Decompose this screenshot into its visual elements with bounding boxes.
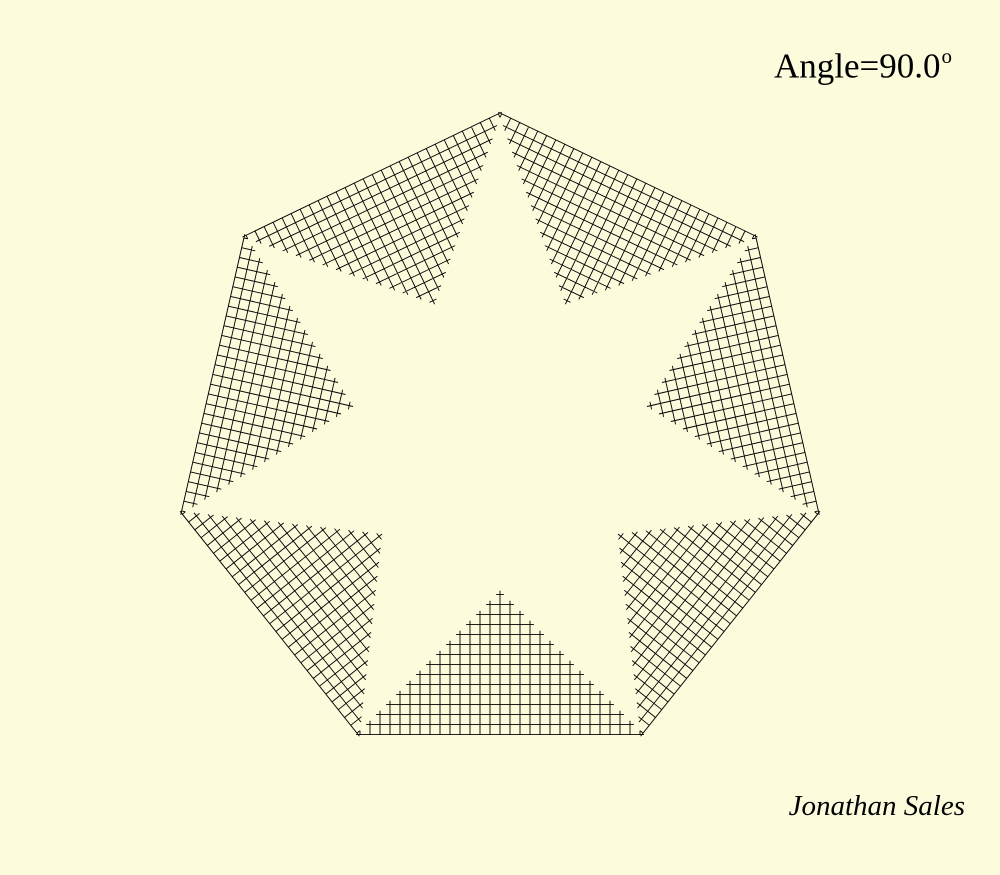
lattice-lines bbox=[646, 234, 820, 515]
lattice-triangle bbox=[242, 111, 502, 305]
angle-label: Angle=90.0o bbox=[774, 44, 952, 87]
author-signature: Jonathan Sales bbox=[788, 790, 965, 822]
lattice-lines bbox=[617, 510, 821, 737]
lattice-triangle bbox=[498, 111, 758, 305]
lattice-lines bbox=[498, 111, 758, 305]
angle-value: 90.0 bbox=[879, 46, 941, 86]
lattice-lines bbox=[242, 111, 502, 305]
lattice-lines bbox=[356, 590, 644, 736]
lattice-triangle bbox=[617, 510, 821, 737]
lattice-lines bbox=[180, 234, 354, 515]
lattice-triangle bbox=[646, 234, 820, 515]
angle-prefix: Angle= bbox=[773, 46, 880, 86]
lattice-triangle bbox=[179, 510, 383, 737]
lattice-triangle bbox=[356, 590, 644, 736]
degree-symbol: o bbox=[941, 44, 953, 68]
lattice-lines bbox=[179, 510, 383, 737]
lattice-triangle bbox=[180, 234, 354, 515]
